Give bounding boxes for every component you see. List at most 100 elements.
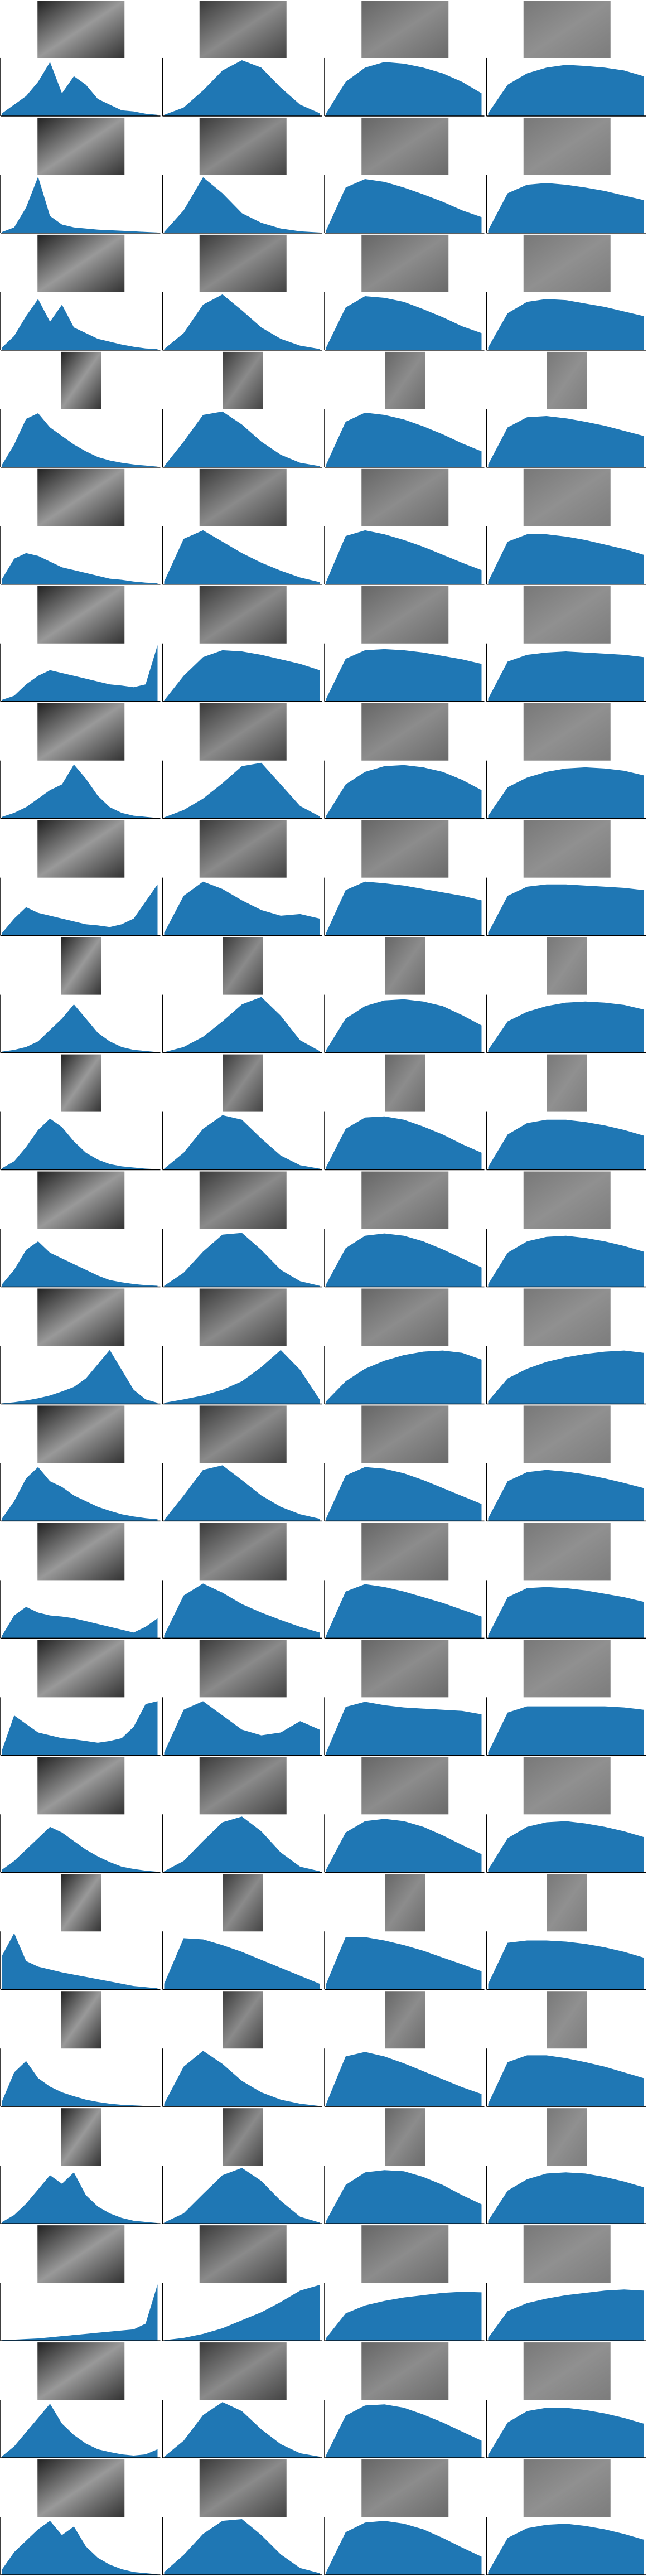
image (223, 1054, 263, 1112)
histogram (164, 530, 320, 584)
image (37, 1171, 125, 1229)
histogram (326, 1819, 482, 1873)
image (199, 1288, 287, 1346)
image (199, 1640, 287, 1698)
histogram (326, 1233, 482, 1287)
histogram (326, 1350, 482, 1404)
image (361, 1405, 449, 1463)
image (223, 1874, 263, 1932)
image (199, 703, 287, 761)
histogram (326, 2521, 482, 2575)
image (523, 1640, 611, 1698)
image (361, 1, 449, 58)
histogram (326, 765, 482, 819)
image (61, 937, 101, 995)
image (223, 1991, 263, 2049)
histogram (488, 65, 644, 116)
image (199, 1171, 287, 1229)
histogram (164, 2168, 320, 2224)
image (61, 1054, 101, 1112)
histogram (2, 2404, 158, 2458)
histogram (326, 1702, 482, 1756)
image (523, 468, 611, 526)
histogram (488, 2408, 644, 2458)
histogram (326, 2170, 482, 2224)
image (37, 2225, 125, 2283)
image (223, 351, 263, 409)
image (199, 2459, 287, 2517)
image (523, 820, 611, 878)
histogram (2, 1004, 158, 1053)
image (361, 2459, 449, 2517)
image (361, 820, 449, 878)
image (37, 1, 125, 58)
image (523, 2342, 611, 2400)
histogram (2, 2061, 158, 2107)
image (523, 2459, 611, 2517)
histogram (488, 1235, 644, 1287)
image (37, 234, 125, 292)
histogram (326, 1116, 482, 1170)
image (223, 937, 263, 995)
image (361, 703, 449, 761)
image (361, 586, 449, 644)
histogram (488, 884, 644, 936)
histogram (2, 1241, 158, 1287)
image (523, 1405, 611, 1463)
image (61, 1874, 101, 1932)
histogram (488, 1470, 644, 1521)
image (547, 2108, 587, 2166)
histogram (164, 1701, 320, 1756)
image (199, 117, 287, 175)
histogram (2, 1701, 158, 1756)
image (61, 351, 101, 409)
image (523, 117, 611, 175)
histogram (488, 651, 644, 702)
image (523, 1288, 611, 1346)
histogram (2, 764, 158, 819)
histogram (488, 534, 644, 584)
image (37, 1757, 125, 1815)
histogram (164, 881, 320, 936)
histogram (488, 183, 644, 233)
histogram (164, 650, 320, 702)
image (37, 468, 125, 526)
image (385, 1054, 425, 1112)
histogram (2, 2284, 158, 2341)
image (385, 351, 425, 409)
histogram (164, 2519, 320, 2575)
histogram (488, 1001, 644, 1053)
image (361, 1288, 449, 1346)
histogram (2, 645, 158, 702)
histogram (326, 2404, 482, 2458)
histogram (164, 294, 320, 350)
histogram (164, 1115, 320, 1170)
histogram (326, 999, 482, 1053)
histogram (164, 60, 320, 116)
histogram (488, 2289, 644, 2341)
image (199, 468, 287, 526)
histogram (164, 1583, 320, 1639)
histogram (2, 1118, 158, 1170)
image (523, 1171, 611, 1229)
histogram (326, 649, 482, 702)
histogram (2, 2521, 158, 2575)
histogram (2, 62, 158, 116)
image (199, 1405, 287, 1463)
image (523, 703, 611, 761)
image (361, 117, 449, 175)
histogram (488, 1821, 644, 1873)
image (199, 1757, 287, 1815)
image (37, 820, 125, 878)
image (361, 1523, 449, 1581)
histogram (164, 1465, 320, 1521)
image (547, 1874, 587, 1932)
histogram (326, 296, 482, 350)
histogram (164, 997, 320, 1053)
histogram (2, 1467, 158, 1521)
image (199, 2225, 287, 2283)
image (547, 937, 587, 995)
image (61, 2108, 101, 2166)
image (361, 1757, 449, 1815)
image (37, 2342, 125, 2400)
